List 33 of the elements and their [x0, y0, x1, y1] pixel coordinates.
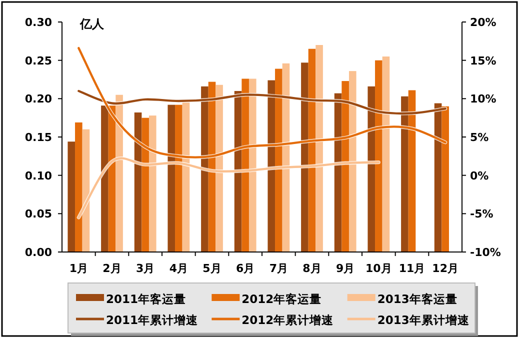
y-axis-title: 亿人 [79, 17, 105, 31]
x-tick-label: 6月 [236, 262, 255, 275]
x-tick-label: 8月 [302, 262, 322, 275]
legend-label: 2011年客运量 [106, 292, 186, 306]
legend-label: 2012年累计增速 [242, 313, 334, 327]
legend-label: 2011年累计增速 [106, 313, 198, 327]
x-tick-label: 3月 [136, 262, 155, 275]
legend-label: 2013年累计增速 [377, 313, 470, 327]
x-tick-label: 12月 [432, 262, 458, 275]
y-tick-label: 0.25 [24, 54, 52, 68]
x-tick-label: 10月 [366, 262, 392, 275]
x-tick-label: 1月 [69, 262, 88, 275]
legend-label: 2013年客运量 [377, 292, 458, 306]
y-tick-label: 0.05 [24, 208, 52, 221]
y-tick-label: 0.15 [24, 131, 52, 144]
x-tick-label: 4月 [169, 262, 188, 275]
x-tick-label: 2月 [102, 262, 122, 275]
y-tick-label: 0.00 [24, 246, 52, 259]
y2-tick-label: 0% [470, 169, 489, 182]
y2-tick-label: 5% [470, 131, 489, 144]
legend-label: 2012年客运量 [242, 292, 322, 306]
y-tick-label: 0.20 [24, 92, 52, 106]
x-tick-label: 11月 [398, 262, 426, 275]
y-tick-label: 0.10 [24, 169, 52, 182]
y-tick-label: 0.30 [24, 16, 52, 29]
y2-tick-label: -5% [470, 208, 494, 221]
x-tick-label: 9月 [336, 262, 355, 275]
y2-tick-label: 10% [470, 92, 496, 106]
y2-tick-label: 20% [470, 16, 496, 29]
x-tick-label: 7月 [269, 262, 288, 275]
x-tick-label: 5月 [202, 262, 222, 275]
y2-tick-label: -10% [470, 246, 501, 259]
y2-tick-label: 15% [470, 54, 496, 68]
